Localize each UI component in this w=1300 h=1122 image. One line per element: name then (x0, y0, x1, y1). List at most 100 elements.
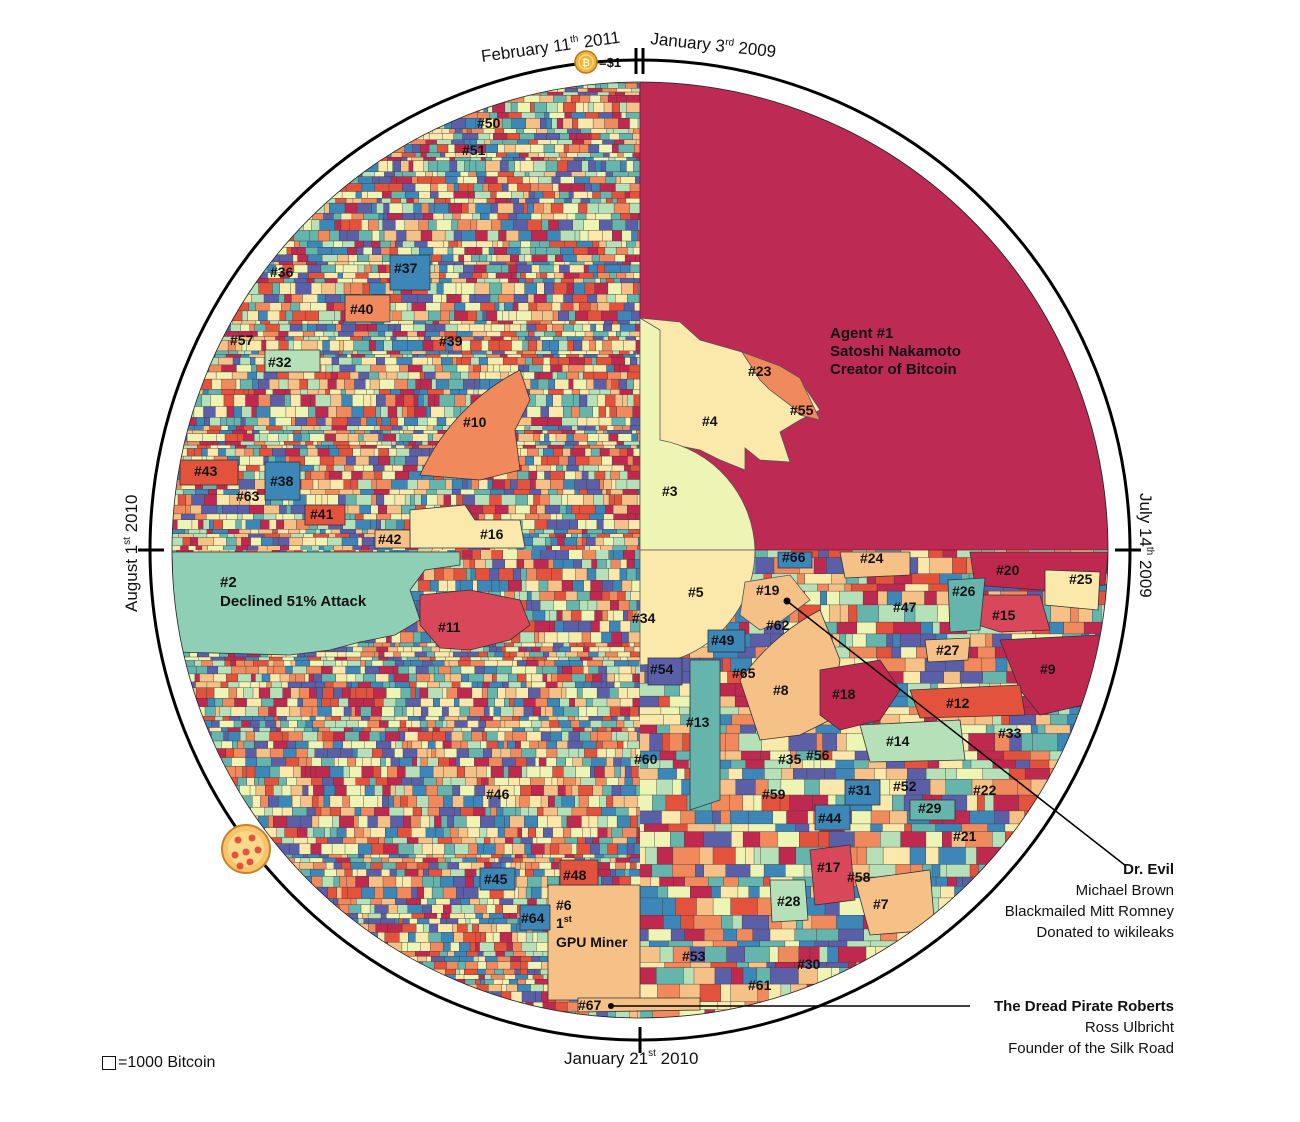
timeline-ticks (138, 48, 1141, 1053)
dread-pirate-title: The Dread Pirate Roberts (993, 998, 1174, 1015)
region-agent-31 (844, 779, 881, 806)
agent-label-67: #67 (578, 997, 602, 1013)
agent-label-43: #43 (194, 463, 218, 479)
agent-1-role: Creator of Bitcoin (830, 361, 957, 378)
region-agent-29 (909, 799, 956, 821)
agent-label-29: #29 (918, 800, 942, 816)
date-aug-2010: August 1st 2010 (122, 495, 141, 612)
dr-evil-fact-1: Blackmailed Mitt Romney (1004, 903, 1174, 920)
agent-label-34: #34 (632, 610, 656, 626)
agent-1-label: Agent #1 Satoshi Nakamoto Creator of Bit… (830, 325, 961, 378)
agent-label-31: #31 (848, 782, 872, 798)
agent-label-63: #63 (236, 488, 260, 504)
region-agent-44 (814, 804, 851, 831)
agent-label-30: #30 (797, 956, 821, 972)
region-agent-19 (739, 574, 811, 631)
agent-label-27: #27 (936, 642, 960, 658)
agent-label-36: #36 (270, 264, 294, 280)
region-agent-3 (639, 317, 756, 551)
region-agent-18 (819, 659, 901, 731)
agent-label-16: #16 (480, 526, 504, 542)
agent-label-45: #45 (484, 871, 508, 887)
agent-label-44: #44 (818, 810, 842, 826)
dread-pirate-name: Ross Ulbricht (1084, 1019, 1174, 1036)
region-agent-14 (859, 719, 966, 763)
agent-label-62: #62 (766, 617, 790, 633)
agent-label-26: #26 (952, 583, 976, 599)
agent-label-61: #61 (748, 977, 772, 993)
agent-2-role: Declined 51% Attack (220, 593, 367, 610)
agent-label-9: #9 (1040, 661, 1056, 677)
region-agent-32 (264, 349, 321, 373)
agent-label-50: #50 (477, 115, 501, 131)
region-agent-54 (647, 657, 683, 686)
region-agent-13 (689, 659, 721, 811)
region-agent-9 (999, 634, 1106, 716)
agent-2-title: #2 (220, 574, 237, 591)
agent-label-57: #57 (230, 332, 254, 348)
region-agent-10 (419, 369, 531, 481)
dread-pirate-fact: Founder of the Silk Road (1008, 1040, 1174, 1057)
date-jan-2010: January 21st 2010 (564, 1048, 698, 1068)
agent-label-64: #64 (521, 910, 545, 926)
pizza-icon (221, 824, 271, 874)
agent-6-ordinal: 1st (556, 914, 572, 931)
region-agent-24 (839, 551, 911, 579)
agent-label-3: #3 (662, 483, 678, 499)
agent-label-19: #19 (756, 582, 780, 598)
region-agent-25 (1044, 569, 1101, 611)
agent-label-28: #28 (777, 893, 801, 909)
region-agent-40 (344, 294, 391, 323)
region-agent-48 (559, 859, 599, 886)
agent-6-title: #6 (556, 897, 572, 913)
agent-labels: #3 #4 #5 #7 #8 #9 #10 #11 #12 #13 #14 #15 #16 #17 #18 #… (194, 115, 1093, 1013)
region-agent-17 (809, 844, 856, 906)
agent-label-35: #35 (778, 751, 802, 767)
region-agent-43 (179, 459, 239, 486)
region-agent-26 (947, 577, 986, 633)
region-agent-38 (264, 461, 301, 501)
agent-label-7: #7 (873, 896, 889, 912)
dr-evil-name: Michael Brown (1075, 882, 1174, 899)
agent-label-54: #54 (650, 661, 674, 677)
agent-label-32: #32 (268, 354, 292, 370)
agent-label-42: #42 (378, 531, 402, 547)
mosaic-quadrant-2010-2011 (172, 82, 640, 550)
dr-evil-title: Dr. Evil (1123, 861, 1174, 878)
region-agent-66 (777, 551, 813, 569)
agent-label-20: #20 (996, 562, 1020, 578)
legend-square-icon (102, 1056, 116, 1070)
agent-label-59: #59 (762, 786, 786, 802)
legend: =1000 Bitcoin (102, 1054, 215, 1072)
agent-label-12: #12 (946, 695, 970, 711)
region-agent-4 (639, 317, 821, 471)
agent-label-51: #51 (462, 142, 486, 158)
region-agent-12 (909, 684, 1026, 719)
region-agent-42 (374, 529, 411, 549)
agent-1-title: Agent #1 (830, 325, 893, 342)
agent-label-15: #15 (992, 607, 1016, 623)
agent-label-39: #39 (439, 333, 463, 349)
date-jan-2009: January 3rd 2009 (650, 29, 777, 61)
agent-label-56: #56 (806, 747, 830, 763)
region-agent-67 (577, 997, 701, 1013)
dr-evil-annotation: Dr. Evil Michael Brown Blackmailed Mitt … (1005, 859, 1174, 943)
region-agent-28 (769, 879, 809, 923)
agent-6-label: #6 1st GPU Miner (556, 897, 628, 950)
agent-label-8: #8 (773, 682, 789, 698)
coin-value-label: =$1 (599, 55, 621, 70)
agent-label-33: #33 (998, 725, 1022, 741)
agent-label-22: #22 (973, 782, 997, 798)
region-agent-27 (924, 637, 971, 663)
agent-label-40: #40 (350, 301, 374, 317)
agent-label-18: #18 (832, 686, 856, 702)
disc-outline (171, 81, 1109, 1019)
agent-label-65: #65 (732, 665, 756, 681)
region-agent-41 (304, 504, 346, 526)
dr-evil-fact-2: Donated to wikileaks (1036, 924, 1174, 941)
agent-label-5: #5 (688, 584, 704, 600)
agent-label-10: #10 (463, 414, 487, 430)
agent-label-37: #37 (394, 260, 418, 276)
